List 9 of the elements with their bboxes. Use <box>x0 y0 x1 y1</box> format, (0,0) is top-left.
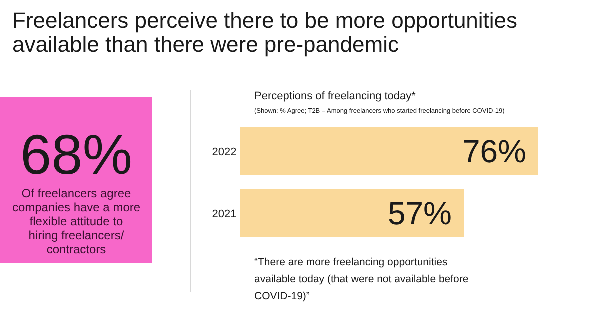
y-tick-label: 2022 <box>212 146 237 158</box>
chart-title: Freelancers perceive there to be more opportunities available than there were pre-pandemic <box>12 8 518 57</box>
text: “There are more freelancing opportunities available today (that were not available before COVID-19)” <box>254 256 469 302</box>
data-label: 57% <box>388 196 452 232</box>
y-tick-label: 2021 <box>212 208 237 220</box>
text: 68% <box>20 123 133 186</box>
text: Of freelancers agree companies have a more flexible attitude to hiring freelancers/ contractors <box>12 186 141 256</box>
data-label: 76% <box>462 134 526 170</box>
chart-subtitle: Perceptions of freelancing today* <box>254 90 417 102</box>
